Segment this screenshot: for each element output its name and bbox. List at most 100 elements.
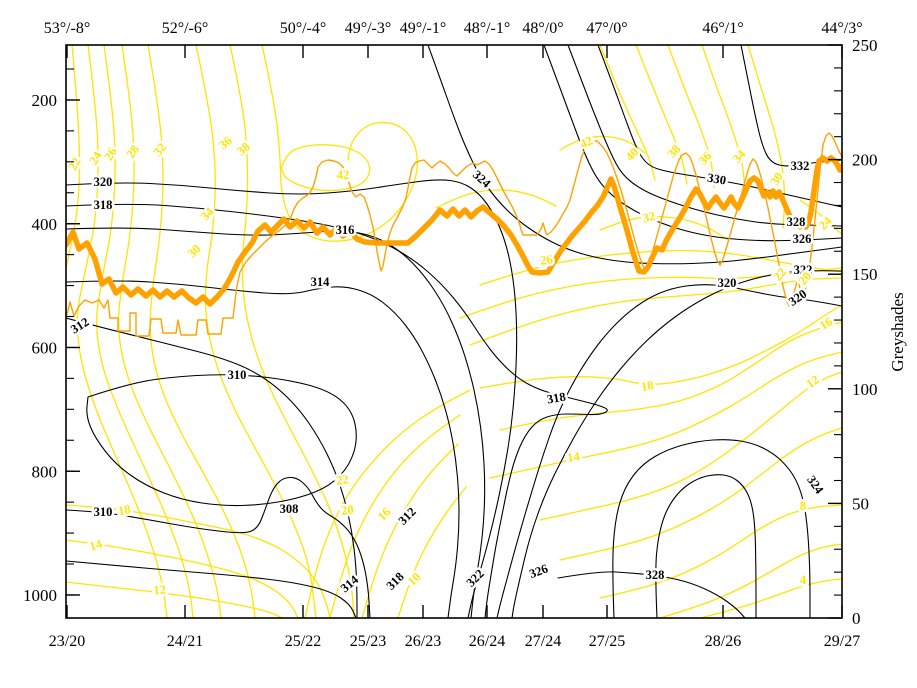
bottom-axis-label: 25/23 bbox=[350, 633, 386, 650]
yellow-contour-label: 24 bbox=[86, 148, 105, 166]
yellow-contour-line bbox=[667, 45, 715, 189]
top-axis-label: 48°/0° bbox=[522, 20, 563, 37]
isentrope-label: 312 bbox=[396, 505, 419, 528]
yellow-contour-label: 12 bbox=[804, 372, 822, 391]
isentrope-label: 328 bbox=[646, 568, 665, 582]
isentrope-label: 322 bbox=[464, 567, 487, 590]
yellow-contour-label: 42 bbox=[578, 133, 595, 151]
black-isentrope-line bbox=[66, 280, 460, 618]
left-axis-label: 200 bbox=[32, 91, 58, 110]
top-axis-label: 46°/1° bbox=[702, 20, 743, 37]
top-axis-label: 47°/0° bbox=[586, 20, 627, 37]
yellow-contour-label: 24 bbox=[816, 213, 835, 232]
black-isentrope-line bbox=[655, 474, 757, 618]
bottom-axis-label: 26/23 bbox=[405, 633, 441, 650]
yellow-contour-line bbox=[479, 249, 842, 286]
yellow-contour-line bbox=[469, 277, 842, 346]
yellow-contour-line bbox=[659, 543, 842, 618]
yellow-contour-label: 18 bbox=[640, 378, 655, 394]
black-isentrope-line bbox=[66, 560, 357, 618]
isentrope-label: 324 bbox=[804, 473, 827, 497]
yellow-contour-line bbox=[559, 427, 842, 561]
yellow-contour-label: 14 bbox=[566, 449, 581, 465]
yellow-contour-label: 32 bbox=[641, 209, 657, 226]
orange-thin-line bbox=[66, 132, 842, 337]
yellow-contour-line bbox=[280, 144, 371, 192]
contour-layer bbox=[66, 45, 842, 618]
yellow-contour-label: 26 bbox=[101, 145, 119, 163]
black-isentrope-line bbox=[66, 317, 358, 618]
black-isentrope-line bbox=[557, 571, 746, 618]
black-isentrope-line bbox=[597, 45, 842, 208]
isentrope-label: 316 bbox=[336, 223, 355, 237]
black-isentrope-line bbox=[740, 45, 842, 167]
yellow-contour-label: 32 bbox=[150, 140, 169, 158]
yellow-contour-label: 14 bbox=[88, 536, 105, 553]
orange-thick-line bbox=[66, 155, 842, 307]
isentrope-label: 318 bbox=[546, 390, 567, 407]
bottom-axis-label: 28/26 bbox=[705, 633, 741, 650]
yellow-contour-line bbox=[329, 414, 461, 618]
top-axis-label: 50°/-4° bbox=[280, 20, 327, 37]
right-axis-label: 0 bbox=[852, 609, 861, 628]
yellow-contour-line bbox=[147, 45, 256, 618]
yellow-contour-line bbox=[66, 581, 283, 618]
isentrope-label: 320 bbox=[718, 276, 737, 290]
yellow-contour-line bbox=[66, 504, 331, 618]
isentrope-label: 310 bbox=[94, 505, 113, 519]
yellow-contour-line bbox=[195, 45, 317, 618]
black-isentrope-line bbox=[66, 179, 518, 618]
isentrope-label: 326 bbox=[793, 232, 812, 246]
isentrope-label: 332 bbox=[791, 159, 810, 173]
left-axis-label: 400 bbox=[32, 215, 58, 234]
yellow-contour-line bbox=[539, 371, 842, 521]
black-isentrope-line bbox=[511, 270, 842, 618]
right-axis-label: 100 bbox=[852, 380, 878, 399]
yellow-contour-label: 36 bbox=[216, 134, 235, 153]
right-axis-label: 50 bbox=[852, 494, 869, 513]
isentrope-label: 312 bbox=[68, 315, 91, 337]
yellow-contour-line bbox=[489, 351, 842, 479]
yellow-contour-label: 16 bbox=[375, 505, 394, 524]
left-axis-label: 1000 bbox=[23, 586, 57, 605]
isentrope-label: 318 bbox=[384, 570, 407, 593]
yellow-contour-line bbox=[701, 45, 746, 193]
right-axis-label: 250 bbox=[852, 36, 878, 55]
yellow-contour-line bbox=[261, 45, 418, 242]
black-isentrope-line bbox=[567, 45, 842, 227]
isentrope-label: 318 bbox=[94, 198, 113, 212]
yellow-contour-label: 34 bbox=[730, 146, 749, 165]
right-axis-label: 200 bbox=[852, 151, 878, 170]
left-axis-label: 800 bbox=[32, 462, 58, 481]
top-axis-label: 48°/-1° bbox=[464, 20, 511, 37]
yellow-contour-label: 16 bbox=[817, 314, 835, 332]
plot-border bbox=[65, 44, 843, 619]
yellow-contour-line bbox=[117, 45, 222, 618]
isentrope-label: 328 bbox=[787, 215, 806, 229]
yellow-contour-line bbox=[599, 45, 656, 181]
left-axis-label: 600 bbox=[32, 339, 58, 358]
bottom-axis-label: 26/24 bbox=[469, 633, 505, 650]
isentrope-label: 320 bbox=[94, 175, 113, 189]
bottom-axis-label: 23/20 bbox=[49, 633, 85, 650]
isentrope-label: 326 bbox=[527, 561, 549, 581]
yellow-contour-label: 22 bbox=[335, 472, 349, 488]
yellow-contour-line bbox=[397, 486, 467, 618]
top-axis-label: 52°/-6° bbox=[162, 20, 209, 37]
top-axis-label: 49°/-1° bbox=[400, 20, 447, 37]
isentrope-label: 310 bbox=[228, 368, 247, 382]
yellow-contour-line bbox=[229, 45, 355, 618]
black-isentrope-line bbox=[66, 476, 371, 618]
yellow-contour-label: 8 bbox=[800, 499, 806, 513]
bottom-axis-label: 24/21 bbox=[167, 633, 203, 650]
top-axis-label: 53°/-8° bbox=[44, 20, 91, 37]
yellow-contour-label: 20 bbox=[340, 502, 354, 518]
yellow-contour-label: 38 bbox=[234, 140, 253, 159]
yellow-contour-label: 28 bbox=[123, 143, 142, 161]
isentrope-label: 308 bbox=[280, 502, 299, 516]
yellow-contour-line bbox=[361, 443, 459, 618]
yellow-contour-line bbox=[699, 578, 842, 618]
yellow-contour-label: 10 bbox=[405, 570, 424, 589]
